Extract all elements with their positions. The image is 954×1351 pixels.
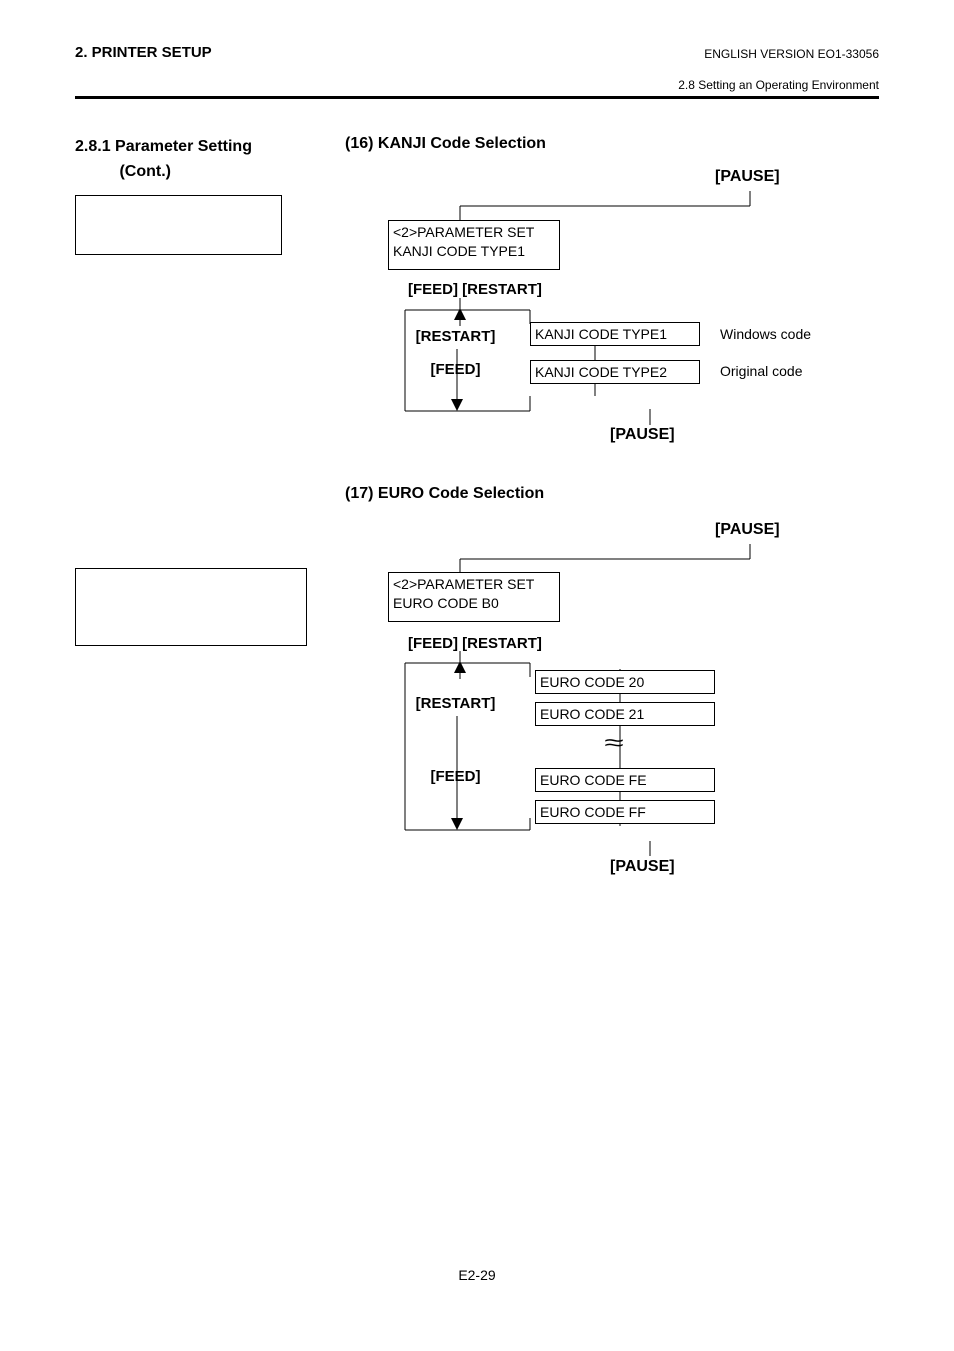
- section-16-title: (16) KANJI Code Selection: [345, 135, 546, 153]
- feed-label-16: [FEED]: [408, 361, 503, 378]
- header-version: ENGLISH VERSION EO1-33056: [704, 47, 879, 61]
- pause-label-17-bottom: [PAUSE]: [610, 858, 675, 876]
- section-17-title: (17) EURO Code Selection: [345, 485, 544, 503]
- parameter-setting-heading: 2.8.1 Parameter Setting (Cont.): [75, 135, 252, 185]
- note-box-1: [75, 195, 282, 255]
- option-17-1: EURO CODE 20: [535, 670, 715, 694]
- header-subsection: 2.8 Setting an Operating Environment: [678, 78, 879, 92]
- header-rule: [75, 96, 879, 99]
- page-footer: E2-29: [0, 1267, 954, 1283]
- heading-line2: (Cont.): [119, 163, 171, 180]
- option-17-4: EURO CODE FF: [535, 800, 715, 824]
- feed-label-17: [FEED]: [408, 768, 503, 785]
- desc-16-2: Original code: [720, 363, 803, 379]
- ellipsis-wave-icon: ≈: [604, 730, 623, 756]
- restart-label-16: [RESTART]: [408, 328, 503, 345]
- option-17-3: EURO CODE FE: [535, 768, 715, 792]
- pause-label-16-bottom: [PAUSE]: [610, 426, 675, 444]
- option-16-2: KANJI CODE TYPE2: [530, 360, 700, 384]
- option-16-1: KANJI CODE TYPE1: [530, 322, 700, 346]
- header-section-title: 2. PRINTER SETUP: [75, 44, 212, 61]
- heading-line1: 2.8.1 Parameter Setting: [75, 138, 252, 155]
- note-box-2: [75, 568, 307, 646]
- desc-16-1: Windows code: [720, 326, 811, 342]
- flow-arrows-16: [300, 168, 900, 428]
- option-17-2: EURO CODE 21: [535, 702, 715, 726]
- restart-label-17: [RESTART]: [408, 695, 503, 712]
